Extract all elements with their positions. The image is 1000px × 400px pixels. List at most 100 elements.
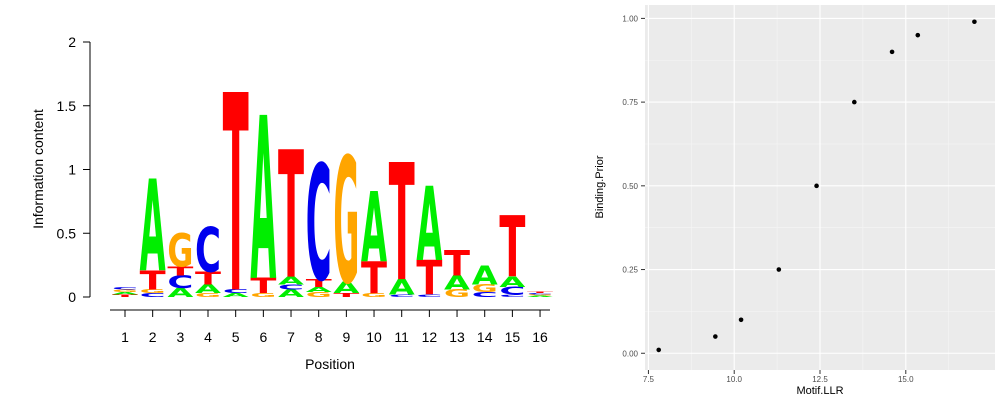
svg-text:A: A <box>333 279 360 297</box>
logo-letter-T: T <box>167 264 194 278</box>
logo-letter-T: T <box>195 268 222 289</box>
svg-text:C: C <box>195 215 221 286</box>
svg-text:T: T <box>306 277 332 289</box>
svg-text:T: T <box>250 274 276 299</box>
logo-x-tick-label: 5 <box>232 329 240 345</box>
scatter-grid <box>645 5 995 370</box>
logo-letter-T: T <box>361 253 387 304</box>
svg-text:C: C <box>389 294 415 298</box>
svg-text:A: A <box>278 275 305 287</box>
svg-text:T: T <box>361 253 387 304</box>
logo-x-tick-label: 10 <box>366 329 382 345</box>
logo-y-tick-label: 1 <box>68 162 76 178</box>
logo-x-tick-label: 3 <box>176 329 184 345</box>
svg-text:T: T <box>333 292 360 298</box>
logo-letter-T: T <box>444 243 470 284</box>
logo-x-axis: 1 2 3 4 5 6 7 8 9 10 11 12 13 14 15 16 <box>110 309 550 345</box>
scatter-x-tick-label: 15.0 <box>898 375 914 384</box>
logo-letter-T: T <box>416 252 442 307</box>
logo-x-tick-label: 15 <box>505 329 521 345</box>
logo-x-tick-label: 9 <box>342 329 350 345</box>
svg-text:C: C <box>499 285 525 297</box>
scatter-y-tick-label: 1.00 <box>622 14 638 23</box>
scatter-chart: 0.00 0.25 0.50 0.75 1.00 7.5 10.0 12.5 15.0 Bin… <box>594 5 995 397</box>
svg-text:A: A <box>306 285 332 293</box>
logo-letter-T: T <box>278 115 304 318</box>
svg-text:T: T <box>499 201 525 298</box>
scatter-x-tick-label: 7.5 <box>643 375 655 384</box>
svg-text:G: G <box>361 292 387 298</box>
svg-text:A: A <box>444 272 471 294</box>
logo-letter-A: A <box>499 274 525 290</box>
svg-text:C: C <box>278 283 304 291</box>
svg-text:C: C <box>527 293 553 295</box>
logo-letter-G: G <box>306 291 332 299</box>
svg-text:T: T <box>527 292 554 294</box>
logo-x-tick-label: 7 <box>287 329 295 345</box>
logo-letter-A: A <box>112 291 139 295</box>
logo-letter-T: T <box>306 277 332 289</box>
logo-letter-A: A <box>416 166 442 284</box>
svg-text:A: A <box>527 295 554 297</box>
scatter-y-ticks: 0.00 0.25 0.50 0.75 1.00 <box>622 14 645 358</box>
logo-letter-T: T <box>112 294 139 298</box>
scatter-x-tick-label: 12.5 <box>812 375 828 384</box>
logo-x-tick-label: 12 <box>422 329 438 345</box>
logo-letter-A: A <box>140 154 166 300</box>
logo-letter-G: G <box>250 292 276 298</box>
logo-letter-C: C <box>472 291 498 299</box>
svg-text:G: G <box>195 292 221 298</box>
logo-letter-T: T <box>499 201 525 298</box>
svg-text:G: G <box>250 292 276 298</box>
svg-text:A: A <box>167 286 194 300</box>
scatter-y-tick-label: 0.50 <box>622 182 638 191</box>
logo-letter-A: A <box>195 282 222 296</box>
scatter-x-tick-label: 10.0 <box>726 375 742 384</box>
svg-text:A: A <box>112 291 139 295</box>
logo-letter-T: T <box>333 292 360 298</box>
logo-letter-T: T <box>140 265 167 295</box>
logo-letter-A: A <box>389 275 415 300</box>
logo-letter-A: A <box>278 275 305 287</box>
svg-text:G: G <box>444 287 470 299</box>
logo-letter-C: C <box>140 292 166 298</box>
svg-text:C: C <box>223 288 249 294</box>
logo-letter-C: C <box>306 133 332 318</box>
svg-text:G: G <box>167 226 193 278</box>
logo-letter-C: C <box>499 285 525 297</box>
logo-letter-G: G <box>527 294 553 296</box>
logo-letter-A: A <box>167 286 194 300</box>
logo-x-tick-label: 11 <box>394 329 409 345</box>
logo-y-tick-label: 0 <box>68 289 76 305</box>
logo-letter-G: G <box>472 282 498 294</box>
logo-y-tick-label: 0.5 <box>57 225 77 241</box>
scatter-y-tick-label: 0.25 <box>622 266 638 275</box>
logo-letter-T: T <box>527 292 554 294</box>
svg-text:T: T <box>195 268 222 289</box>
logo-y-axis-label: Information content <box>30 109 46 229</box>
scatter-point <box>776 267 782 272</box>
logo-x-axis-label: Position <box>305 356 355 372</box>
logo-letter-G: G <box>167 226 193 278</box>
svg-text:A: A <box>195 282 222 296</box>
logo-x-tick-label: 4 <box>204 329 212 345</box>
svg-text:A: A <box>499 274 525 290</box>
logo-y-tick-label: 1.5 <box>57 98 77 114</box>
scatter-point <box>972 19 977 25</box>
svg-text:C: C <box>112 286 138 290</box>
svg-text:A: A <box>223 292 250 298</box>
logo-letter-C: C <box>499 294 525 298</box>
logo-letter-G: G <box>444 287 470 299</box>
scatter-x-ticks: 7.5 10.0 12.5 15.0 <box>643 370 914 384</box>
logo-letter-C: C <box>527 293 553 295</box>
logo-letter-C: C <box>195 215 221 286</box>
svg-text:T: T <box>140 265 167 295</box>
logo-letter-T: T <box>223 39 249 354</box>
logo-letter-G: G <box>112 289 138 293</box>
svg-text:A: A <box>389 275 415 300</box>
svg-text:G: G <box>306 291 332 299</box>
logo-x-tick-label: 1 <box>121 329 129 345</box>
